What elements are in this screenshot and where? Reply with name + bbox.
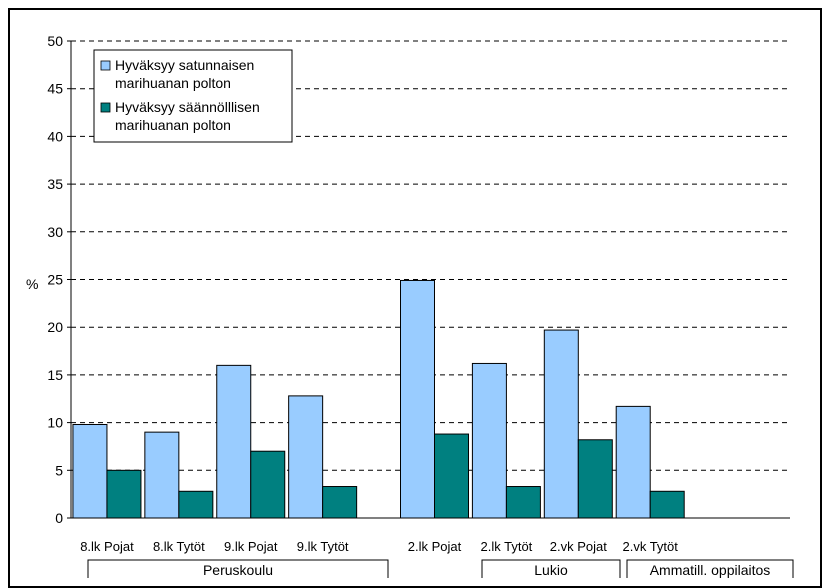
x-category-label: 8.lk Tytöt xyxy=(153,539,205,554)
bar-saannollinen xyxy=(106,469,142,519)
y-tick-label: 50 xyxy=(47,33,63,49)
bars xyxy=(72,279,685,519)
legend-swatch-series-2 xyxy=(100,102,111,113)
group-label: Peruskoulu xyxy=(203,562,273,578)
y-tick-label: 5 xyxy=(55,462,63,478)
legend: Hyväksyy satunnaisen marihuanan polton Hy… xyxy=(93,49,293,143)
bar-saannollinen xyxy=(178,490,214,519)
bar-saannollinen xyxy=(322,486,358,519)
legend-box xyxy=(93,49,293,143)
bar-satunnainen xyxy=(288,395,324,519)
axes xyxy=(67,40,790,519)
bar-satunnainen xyxy=(216,364,252,519)
y-tick-label: 0 xyxy=(55,510,63,526)
y-tick-label: 20 xyxy=(47,319,63,335)
group-label: Lukio xyxy=(534,562,568,578)
group-bracket xyxy=(481,559,621,578)
bar-saannollinen xyxy=(649,490,685,519)
group-label: Ammatill. oppilaitos xyxy=(650,562,771,578)
group-bracket xyxy=(626,559,794,578)
x-category-label: 9.lk Tytöt xyxy=(297,539,349,554)
y-tick-labels: 0 5 10 15 20 25 30 35 40 45 50 xyxy=(47,33,63,526)
x-category-label: 8.lk Pojat xyxy=(80,539,134,554)
x-category-label: 2.vk Pojat xyxy=(550,539,607,554)
x-category-label: 9.lk Pojat xyxy=(224,539,278,554)
bar-saannollinen xyxy=(434,433,469,519)
bar-saannollinen xyxy=(505,486,541,519)
y-axis-label: % xyxy=(26,276,38,292)
bar-satunnainen xyxy=(543,329,579,519)
y-tick-label: 25 xyxy=(47,272,63,288)
y-tick-label: 30 xyxy=(47,224,63,240)
x-category-labels: 8.lk Pojat 8.lk Tytöt 9.lk Pojat 9.lk Tytöt… xyxy=(80,539,678,554)
y-tick-label: 45 xyxy=(47,81,63,97)
bar-satunnainen xyxy=(400,279,435,519)
x-category-label: 2.lk Pojat xyxy=(408,539,462,554)
y-tick-label: 15 xyxy=(47,367,63,383)
y-tick-label: 40 xyxy=(47,128,63,144)
bar-satunnainen xyxy=(471,362,507,519)
group-bracket xyxy=(87,559,389,578)
bar-satunnainen xyxy=(144,431,180,519)
y-tick-label: 10 xyxy=(47,415,63,431)
bar-satunnainen xyxy=(72,424,108,519)
legend-label-series-1: Hyväksyy satunnaisen marihuanan polton xyxy=(115,57,254,91)
legend-swatch-series-1 xyxy=(100,60,111,71)
y-tick-label: 35 xyxy=(47,176,63,192)
legend-label-series-2: Hyväksyy säännölllisen marihuanan polton xyxy=(115,99,260,133)
group-labels: Peruskoulu Lukio Ammatill. oppilaitos xyxy=(87,559,794,578)
bar-saannollinen xyxy=(250,450,286,519)
x-category-label: 2.vk Tytöt xyxy=(622,539,678,554)
x-category-label: 2.lk Tytöt xyxy=(481,539,533,554)
bar-satunnainen xyxy=(615,405,651,519)
bar-saannollinen xyxy=(577,439,613,519)
